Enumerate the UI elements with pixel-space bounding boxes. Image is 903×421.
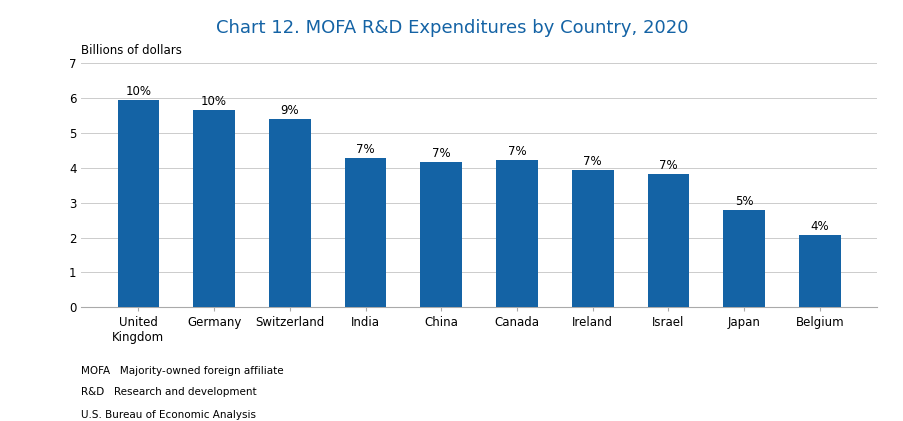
Text: Billions of dollars: Billions of dollars [81, 44, 182, 57]
Bar [420, 162, 461, 307]
Bar [647, 174, 688, 307]
Text: 5%: 5% [734, 195, 752, 208]
Text: MOFA   Majority-owned foreign affiliate: MOFA Majority-owned foreign affiliate [81, 366, 284, 376]
Text: 7%: 7% [507, 145, 526, 158]
Bar [344, 158, 386, 307]
Text: 10%: 10% [126, 85, 151, 98]
Bar [572, 170, 613, 307]
Bar [496, 160, 537, 307]
Text: R&D   Research and development: R&D Research and development [81, 387, 256, 397]
Bar [798, 235, 840, 307]
Text: Chart 12. MOFA R&D Expenditures by Country, 2020: Chart 12. MOFA R&D Expenditures by Count… [216, 19, 687, 37]
Text: U.S. Bureau of Economic Analysis: U.S. Bureau of Economic Analysis [81, 410, 256, 421]
Text: 10%: 10% [200, 96, 227, 109]
Bar [193, 110, 235, 307]
Bar [722, 210, 764, 307]
Text: 7%: 7% [432, 147, 450, 160]
Bar [117, 100, 159, 307]
Text: 7%: 7% [582, 155, 601, 168]
Text: 4%: 4% [810, 220, 828, 233]
Bar [269, 119, 311, 307]
Text: 7%: 7% [658, 159, 677, 172]
Text: 9%: 9% [280, 104, 299, 117]
Text: 7%: 7% [356, 143, 375, 156]
